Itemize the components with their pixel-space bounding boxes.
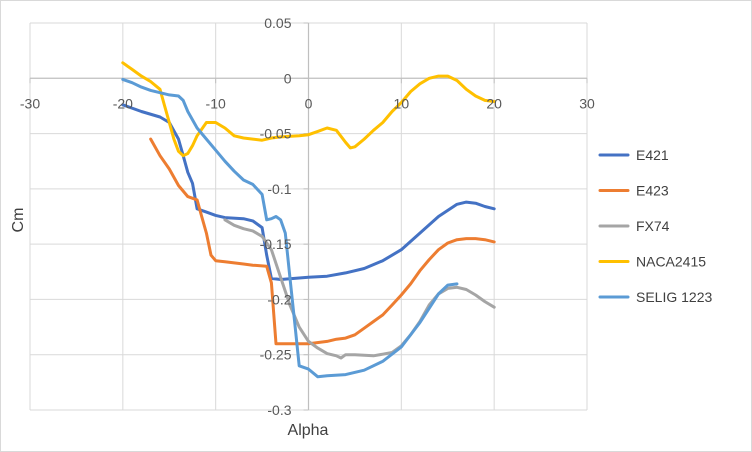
y-tick-label-6: -0.25 bbox=[260, 347, 292, 363]
legend-label-naca2415: NACA2415 bbox=[636, 254, 706, 270]
x-tick-label-6: 30 bbox=[579, 95, 595, 111]
series-line-selig-1223 bbox=[121, 77, 459, 379]
x-axis-title: Alpha bbox=[288, 422, 329, 439]
series-line-e423 bbox=[149, 137, 496, 346]
y-tick-label-1: 0 bbox=[284, 70, 292, 86]
y-tick-label-0: 0.05 bbox=[264, 15, 291, 31]
x-tick-label-4: 10 bbox=[394, 95, 410, 111]
y-tick-label-7: -0.3 bbox=[267, 402, 291, 418]
y-tick-label-3: -0.1 bbox=[267, 181, 291, 197]
legend-label-fx74: FX74 bbox=[636, 218, 670, 234]
tick-labels: -30 -20 -10 0 10 20 30 0.05 0 -0.05 -0.1 -0.15 -0.2 -… bbox=[20, 15, 595, 418]
x-tick-label-1: -20 bbox=[113, 95, 133, 111]
y-tick-label-4: -0.15 bbox=[260, 236, 292, 252]
y-tick-label-2: -0.05 bbox=[260, 126, 292, 142]
legend-label-selig-1223: SELIG 1223 bbox=[636, 289, 712, 305]
series-line-fx74 bbox=[223, 218, 496, 360]
x-tick-label-5: 20 bbox=[486, 95, 502, 111]
legend-label-e423: E423 bbox=[636, 183, 669, 199]
series-line-naca2415 bbox=[121, 61, 496, 158]
y-axis-title: Cm bbox=[10, 208, 27, 233]
series-lines bbox=[121, 61, 496, 379]
legend: E421 E423 FX74 NACA2415 SELIG 1223 bbox=[598, 147, 712, 305]
x-tick-label-0: -30 bbox=[20, 95, 40, 111]
axes bbox=[29, 22, 588, 411]
x-tick-label-3: 0 bbox=[305, 95, 313, 111]
y-tick-label-5: -0.2 bbox=[267, 291, 291, 307]
x-tick-label-2: -10 bbox=[206, 95, 226, 111]
legend-label-e421: E421 bbox=[636, 147, 669, 163]
